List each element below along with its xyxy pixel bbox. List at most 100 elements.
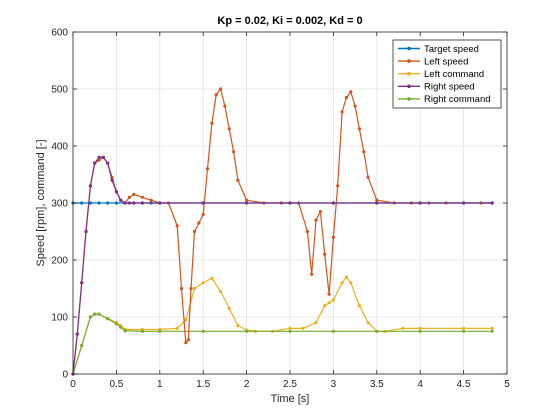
right-speed-point: [490, 201, 494, 205]
x-tick-label: 1: [157, 379, 163, 390]
y-tick-label: 0: [62, 370, 68, 381]
right-command-point: [245, 329, 249, 333]
left-command-point: [349, 281, 353, 285]
right-speed-point: [84, 229, 88, 234]
x-tick-label: 1.5: [196, 379, 210, 390]
target-speed-legend-marker: [407, 46, 411, 51]
right-command-point: [288, 329, 292, 333]
right-speed-legend-marker: [407, 84, 411, 89]
left-speed-point: [149, 198, 153, 202]
right-command-point: [123, 329, 127, 333]
left-speed-point: [210, 121, 214, 125]
left-speed-point: [314, 218, 318, 222]
left-speed-point: [353, 104, 357, 108]
right-command-legend-label: Right command: [424, 94, 491, 105]
left-speed-point: [323, 252, 327, 256]
x-tick-label: 2: [244, 379, 250, 390]
left-speed-point: [201, 212, 205, 216]
left-speed-point: [186, 338, 190, 342]
right-command-legend-marker: [407, 97, 411, 101]
left-speed-point: [219, 87, 223, 91]
left-command-point: [331, 298, 335, 302]
target-speed-legend-label: Target speed: [424, 44, 479, 55]
series-group: [71, 87, 494, 376]
y-tick-label: 500: [51, 85, 68, 96]
chart-title: Kp = 0.02, Ki = 0.002, Kd = 0: [217, 15, 362, 27]
right-command-point: [462, 329, 466, 333]
y-tick-label: 200: [51, 256, 68, 267]
left-speed-point: [205, 167, 210, 171]
left-speed-point: [179, 286, 184, 291]
left-speed-point: [327, 292, 331, 296]
left-speed-point: [192, 229, 197, 234]
right-speed-point: [201, 201, 205, 205]
left-command-point: [490, 326, 494, 330]
left-command-point: [288, 326, 292, 330]
target-speed-point: [106, 201, 110, 205]
right-speed-point: [97, 155, 101, 159]
right-command-point: [119, 325, 123, 329]
right-command-point: [140, 329, 144, 333]
right-command-point: [375, 329, 379, 333]
y-tick-label: 400: [51, 142, 68, 153]
right-command-point: [418, 329, 422, 333]
right-speed-point: [158, 201, 162, 205]
left-command-legend-label: Left command: [424, 69, 484, 80]
right-command-point: [93, 312, 97, 316]
right-speed-point: [119, 198, 123, 202]
left-speed-point: [340, 110, 344, 114]
right-speed-point: [245, 201, 249, 205]
right-speed-legend-label: Right speed: [424, 82, 475, 93]
left-command-point: [340, 281, 344, 285]
left-command-point: [192, 286, 197, 291]
left-speed-point: [349, 90, 353, 94]
right-speed-point: [418, 201, 422, 205]
y-tick-label: 300: [51, 199, 68, 210]
right-speed-point: [132, 201, 136, 205]
right-speed-point: [123, 201, 127, 205]
left-command-point: [344, 275, 348, 279]
left-speed-point: [375, 198, 379, 202]
left-command-point: [227, 306, 231, 310]
right-speed-point: [127, 201, 131, 205]
left-speed-point: [357, 127, 361, 131]
right-speed-point: [106, 161, 110, 165]
x-tick-label: 2.5: [283, 379, 297, 390]
left-speed-point: [140, 195, 144, 199]
left-speed-point: [175, 224, 179, 228]
left-speed-point: [236, 178, 240, 182]
left-speed-point: [132, 192, 136, 196]
right-speed-point: [110, 178, 114, 182]
right-command-point: [106, 317, 110, 321]
left-command-point: [366, 321, 370, 325]
left-command-point: [201, 281, 205, 285]
right-speed-point: [88, 184, 92, 188]
right-command-point: [80, 343, 84, 348]
left-speed-point: [97, 158, 101, 162]
left-command-point: [219, 289, 223, 293]
left-speed-point: [227, 127, 231, 131]
left-command-point: [418, 326, 422, 330]
right-command-point: [201, 329, 205, 333]
left-speed-point: [344, 96, 348, 100]
left-speed-point: [214, 93, 218, 97]
left-speed-point: [362, 150, 366, 154]
right-command-point: [158, 329, 162, 333]
left-command-point: [236, 324, 240, 328]
left-speed-point: [318, 210, 322, 214]
right-speed-point: [288, 201, 292, 205]
left-speed-legend-label: Left speed: [424, 56, 468, 67]
right-speed-point: [93, 161, 97, 165]
x-tick-label: 0: [70, 379, 76, 390]
y-axis-label: Speed [rpm], command [-]: [35, 139, 47, 266]
right-command-point: [114, 322, 118, 326]
right-speed-point: [331, 201, 335, 205]
left-command-point: [357, 304, 361, 308]
right-command-point: [97, 312, 101, 316]
left-speed-point: [127, 195, 131, 199]
right-command-point: [331, 329, 335, 333]
left-speed-point: [336, 184, 340, 188]
left-command-legend-marker: [407, 71, 411, 76]
right-speed-point: [75, 332, 79, 336]
